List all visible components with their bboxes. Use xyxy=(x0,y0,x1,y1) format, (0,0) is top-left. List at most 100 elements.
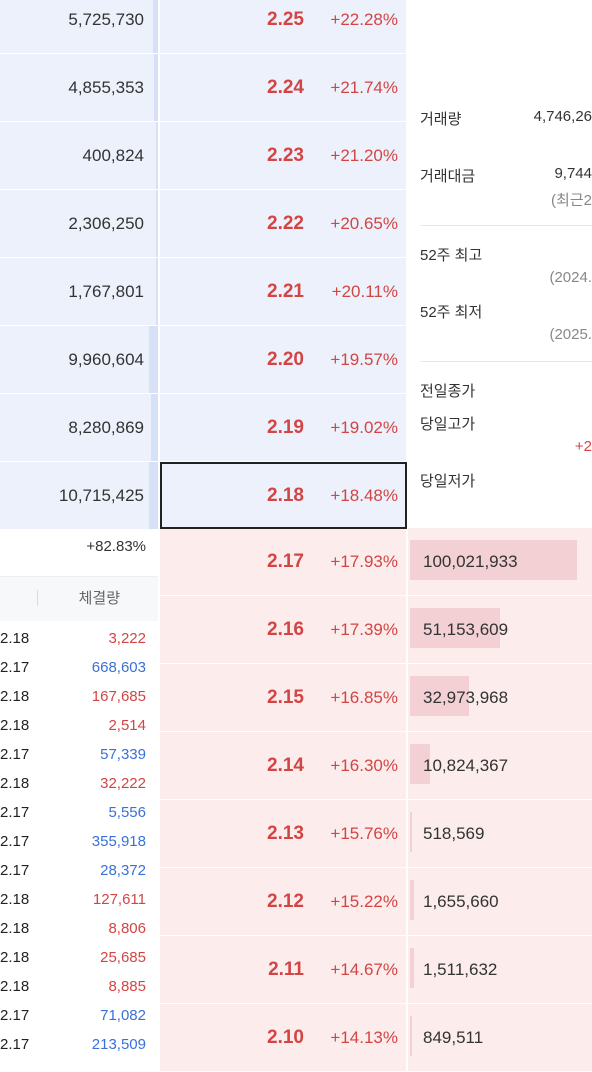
bid-rate: +15.76% xyxy=(330,824,398,843)
ask-volume-cell: 2,306,250 xyxy=(0,190,158,258)
ask-price-row[interactable]: 2.23 +21.20% xyxy=(160,122,406,190)
ask-volume-cell: 1,767,801 xyxy=(0,258,158,326)
tick-price: 2.17 xyxy=(0,1007,30,1024)
tick-row: 2.18 8,885 xyxy=(0,972,158,1001)
ask-volume-bar xyxy=(151,394,158,461)
ask-price: 2.19 xyxy=(267,417,304,438)
ask-price: 2.23 xyxy=(267,145,304,166)
bid-volume-bar xyxy=(410,880,414,920)
ticks-header-label[interactable]: 체결량 xyxy=(78,590,120,607)
ask-price-row[interactable]: 2.25 +22.28% xyxy=(160,0,406,54)
info-divider xyxy=(420,225,592,226)
bid-volume-cell: 1,511,632 xyxy=(408,936,592,1004)
tick-volume: 71,082 xyxy=(100,1007,146,1024)
ask-rate: +21.74% xyxy=(330,78,398,97)
bid-price: 2.13 xyxy=(267,823,304,844)
column-separator xyxy=(158,0,160,1050)
bid-volume-cell: 1,655,660 xyxy=(408,868,592,936)
bid-price-row[interactable]: 2.12 +15.22% xyxy=(160,868,406,936)
bid-volume-bar xyxy=(410,1016,412,1056)
tick-price: 2.18 xyxy=(0,891,30,908)
bid-volume-cell: 849,511 xyxy=(408,1004,592,1072)
bid-volume: 518,569 xyxy=(423,824,485,843)
tick-price: 2.18 xyxy=(0,978,30,995)
ask-price-row[interactable]: 2.21 +20.11% xyxy=(160,258,406,326)
ask-volume-bar xyxy=(154,54,158,121)
tick-row: 2.17 213,509 xyxy=(0,1030,158,1059)
ask-volume-cell: 10,715,425 xyxy=(0,462,158,530)
bid-price-row[interactable]: 2.16 +17.39% xyxy=(160,596,406,664)
bid-rate: +16.85% xyxy=(330,688,398,707)
ask-volume: 2,306,250 xyxy=(68,214,144,233)
tick-price: 2.17 xyxy=(0,833,30,850)
tick-volume: 28,372 xyxy=(100,862,146,879)
tick-volume: 57,339 xyxy=(100,746,146,763)
bid-volume-cell: 32,973,968 xyxy=(408,664,592,732)
ask-rate: +22.28% xyxy=(330,10,398,29)
bid-price-row[interactable]: 2.17 +17.93% xyxy=(160,528,406,596)
bid-volume-bar xyxy=(410,744,430,784)
day-high-subtext: +2 xyxy=(574,438,592,455)
tick-row: 2.17 71,082 xyxy=(0,1001,158,1030)
bid-price: 2.15 xyxy=(267,687,304,708)
tick-row: 2.17 28,372 xyxy=(0,856,158,885)
ask-price-row[interactable]: 2.24 +21.74% xyxy=(160,54,406,122)
tick-row: 2.18 2,514 xyxy=(0,711,158,740)
ask-rate: +21.20% xyxy=(330,146,398,165)
ask-price-row[interactable]: 2.20 +19.57% xyxy=(160,326,406,394)
tick-row: 2.17 668,603 xyxy=(0,653,158,682)
tick-volume: 127,611 xyxy=(92,891,146,908)
prev-close-label: 전일종가 xyxy=(420,383,476,400)
tick-volume: 5,556 xyxy=(108,804,146,821)
tick-price: 2.17 xyxy=(0,804,30,821)
ask-volume-cell: 8,280,869 xyxy=(0,394,158,462)
amount-subtext: (최근2 xyxy=(551,192,592,209)
ask-volume-cell: 9,960,604 xyxy=(0,326,158,394)
tick-row: 2.18 3,222 xyxy=(0,624,158,653)
ask-price: 2.25 xyxy=(267,9,304,30)
ask-volume-cell: 5,725,730 xyxy=(0,0,158,54)
tick-price: 2.18 xyxy=(0,630,30,647)
ask-price-row[interactable]: 2.19 +19.02% xyxy=(160,394,406,462)
bid-volume-cell: 51,153,609 xyxy=(408,596,592,664)
bid-price-row[interactable]: 2.14 +16.30% xyxy=(160,732,406,800)
change-percent: +82.83% xyxy=(86,538,146,555)
ask-price: 2.22 xyxy=(267,213,304,234)
bid-price-row[interactable]: 2.10 +14.13% xyxy=(160,1004,406,1072)
tick-row: 2.18 32,222 xyxy=(0,769,158,798)
ask-volume: 8,280,869 xyxy=(68,418,144,437)
tick-volume: 355,918 xyxy=(91,833,146,850)
ask-volume: 4,855,353 xyxy=(68,78,144,97)
tick-volume: 8,806 xyxy=(108,920,146,937)
volume-label: 거래량 xyxy=(420,111,462,128)
ask-rate: +19.57% xyxy=(330,350,398,369)
bid-volume-bar xyxy=(410,540,577,580)
tick-volume: 2,514 xyxy=(108,717,146,734)
ask-price-row[interactable]: 2.18 +18.48% xyxy=(160,462,406,530)
volume-value: 4,746,26 xyxy=(533,108,592,125)
bid-volume: 100,021,933 xyxy=(423,552,518,571)
bid-rate: +14.13% xyxy=(330,1028,398,1047)
info-divider xyxy=(420,361,592,362)
ask-rate: +18.48% xyxy=(330,486,398,505)
tick-volume: 8,885 xyxy=(108,978,146,995)
ask-volume-bar xyxy=(149,462,158,529)
day-high-label: 당일고가 xyxy=(420,416,476,433)
bid-volume-bar xyxy=(410,608,500,648)
bid-price-row[interactable]: 2.13 +15.76% xyxy=(160,800,406,868)
tick-price: 2.18 xyxy=(0,949,30,966)
bid-volume: 849,511 xyxy=(423,1028,484,1047)
ask-price-row[interactable]: 2.22 +20.65% xyxy=(160,190,406,258)
amount-label: 거래대금 xyxy=(420,168,476,185)
tick-price: 2.18 xyxy=(0,920,30,937)
bid-price: 2.11 xyxy=(268,959,304,980)
ask-price: 2.21 xyxy=(267,281,304,302)
ask-volume-cell: 4,855,353 xyxy=(0,54,158,122)
bid-price-row[interactable]: 2.15 +16.85% xyxy=(160,664,406,732)
tick-row: 2.18 8,806 xyxy=(0,914,158,943)
bid-price: 2.16 xyxy=(267,619,304,640)
bid-volume-bar xyxy=(410,812,412,852)
ask-price: 2.24 xyxy=(267,77,304,98)
ask-volume: 9,960,604 xyxy=(68,350,144,369)
bid-price-row[interactable]: 2.11 +14.67% xyxy=(160,936,406,1004)
